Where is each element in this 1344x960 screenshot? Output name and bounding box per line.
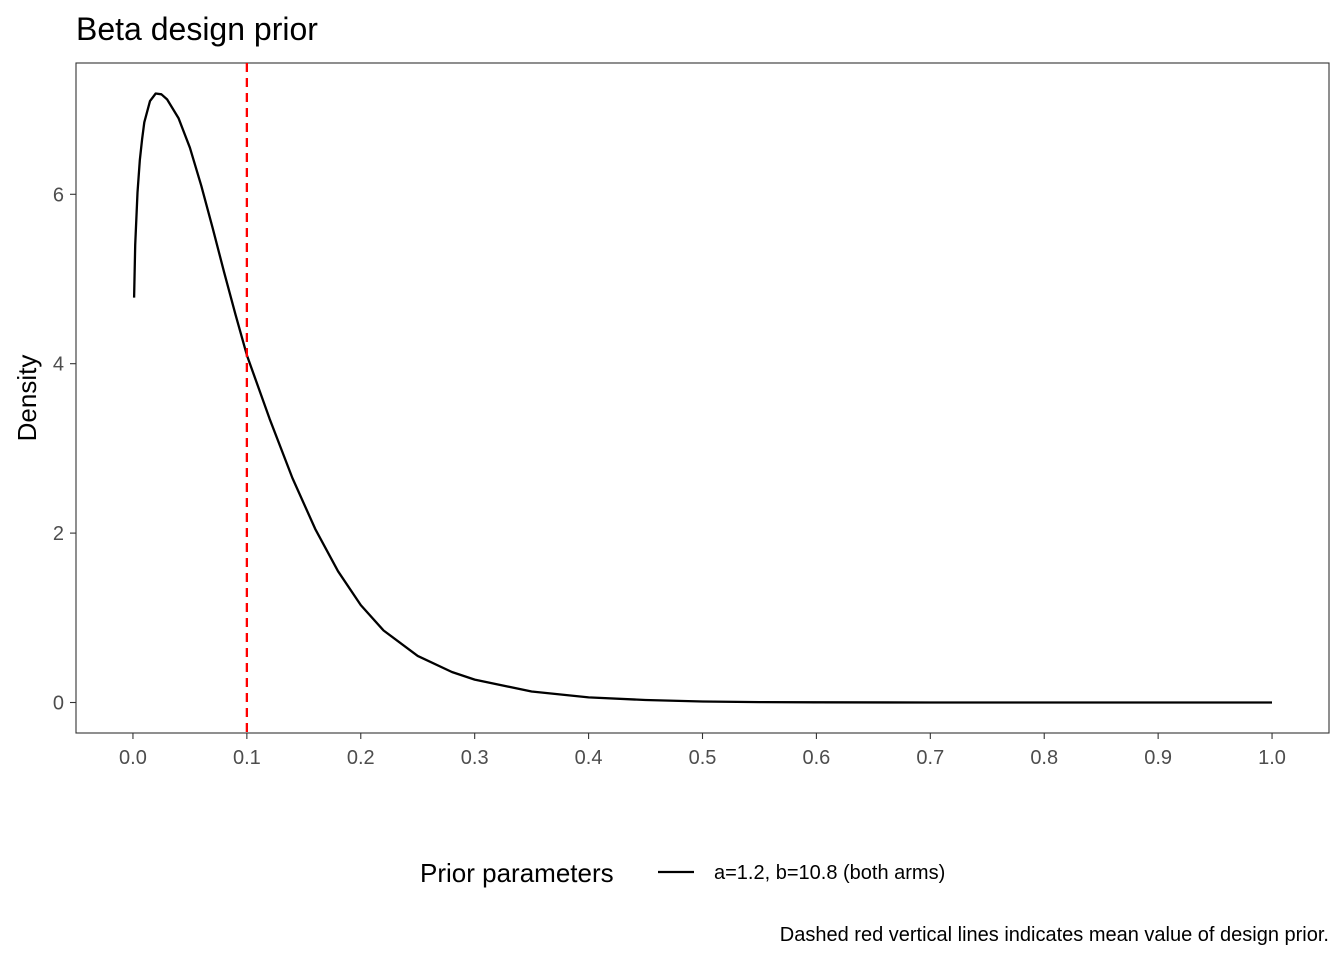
- chart-title: Beta design prior: [76, 11, 318, 47]
- x-tick-label: 0.6: [803, 747, 831, 769]
- x-tick-label: 0.2: [347, 747, 375, 769]
- y-tick-label: 2: [53, 523, 64, 545]
- x-tick-label: 0.0: [119, 747, 147, 769]
- y-axis: 0 2 4 6: [53, 184, 76, 715]
- y-tick-label: 4: [53, 354, 64, 376]
- chart-caption: Dashed red vertical lines indicates mean…: [780, 924, 1329, 946]
- y-tick-label: 0: [53, 693, 64, 715]
- y-tick-label: 6: [53, 184, 64, 206]
- data-layer: [132, 63, 1272, 733]
- x-tick-label: 0.5: [689, 747, 717, 769]
- density-line-series-0: [132, 92, 1272, 704]
- legend: Prior parameters a=1.2, b=10.8 (both arm…: [420, 858, 945, 888]
- plot-panel-border: [75, 62, 1330, 734]
- plot-panel: [75, 62, 1330, 734]
- legend-entry-label: a=1.2, b=10.8 (both arms): [714, 862, 945, 884]
- x-tick-label: 0.4: [575, 747, 603, 769]
- x-tick-label: 0.3: [461, 747, 489, 769]
- x-tick-label: 1.0: [1258, 747, 1286, 769]
- y-axis-title: Density: [12, 355, 42, 442]
- legend-title: Prior parameters: [420, 858, 614, 888]
- x-tick-label: 0.8: [1030, 747, 1058, 769]
- x-tick-label: 0.7: [916, 747, 944, 769]
- x-axis: 0.0 0.1 0.2 0.3 0.4 0.5 0.6 0.7 0.8 0.9 1.0: [119, 733, 1286, 769]
- x-tick-label: 0.9: [1144, 747, 1172, 769]
- x-tick-label: 0.1: [233, 747, 261, 769]
